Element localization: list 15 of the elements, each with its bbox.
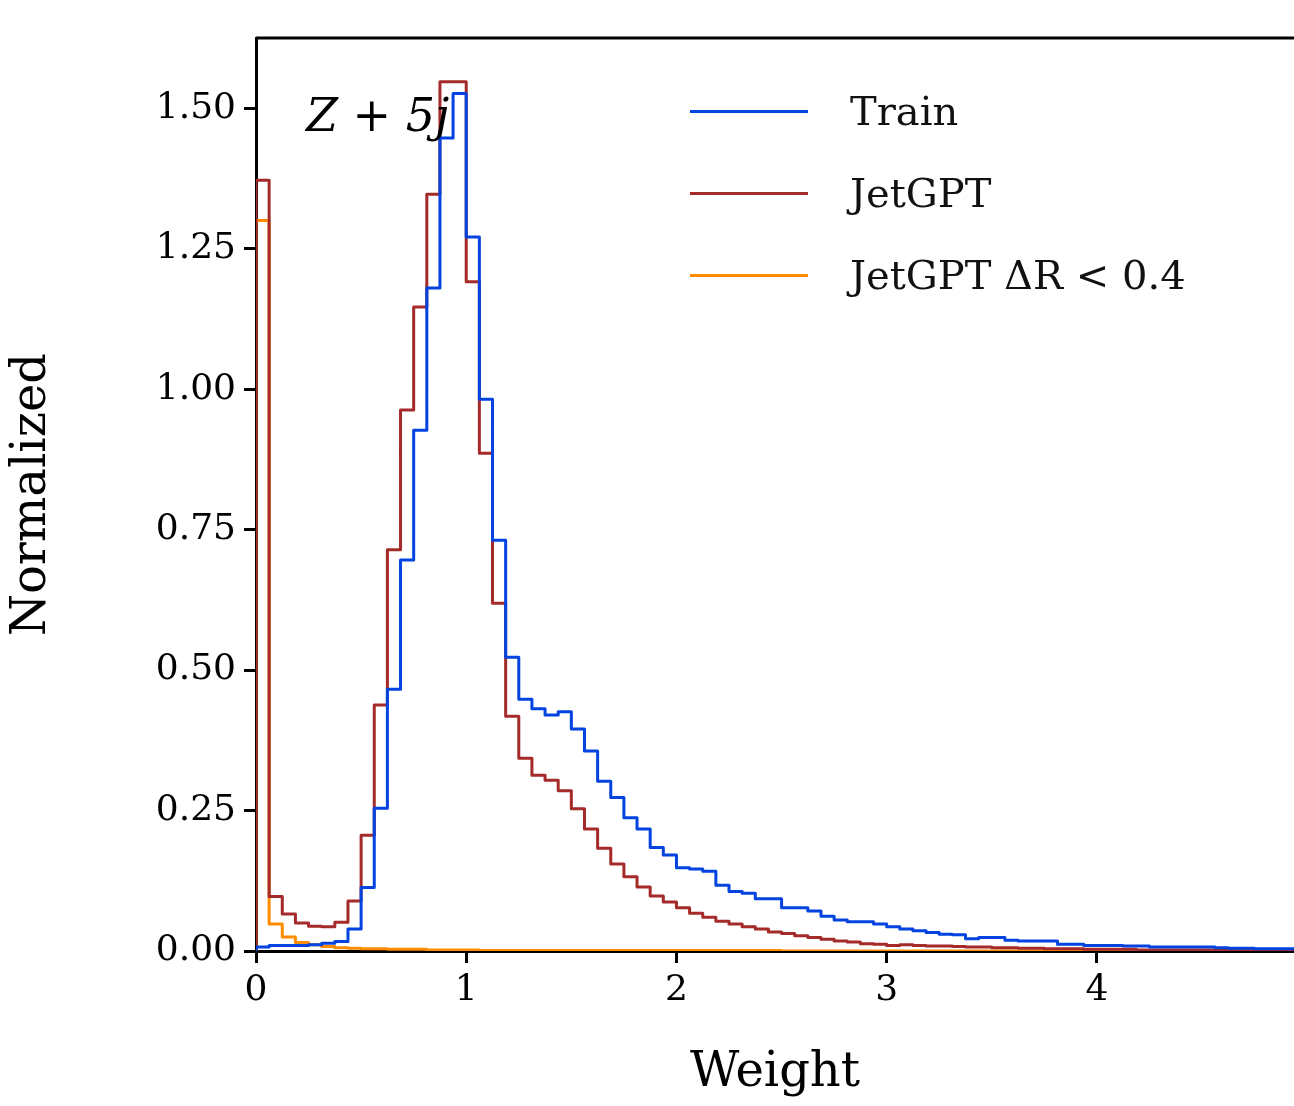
x-tick-label: 1 xyxy=(454,966,478,1008)
y-tick-label: 0.50 xyxy=(155,646,236,688)
y-tick-label: 0.25 xyxy=(155,786,236,828)
x-tick-label: 0 xyxy=(244,966,268,1008)
y-tick-label: 0.00 xyxy=(155,927,236,969)
y-tick-label: 1.50 xyxy=(155,84,236,126)
x-tick-label: 4 xyxy=(1085,966,1109,1008)
x-tick-label: 3 xyxy=(875,966,899,1008)
x-axis-title: Weight xyxy=(689,1040,861,1097)
y-tick-label: 1.25 xyxy=(155,225,236,267)
x-tick-label: 2 xyxy=(665,966,688,1008)
y-axis-title: Normalized xyxy=(0,352,57,637)
y-tick-label: 1.00 xyxy=(155,365,236,407)
y-tick-label: 0.75 xyxy=(155,505,236,547)
legend-label: Train xyxy=(850,88,959,134)
